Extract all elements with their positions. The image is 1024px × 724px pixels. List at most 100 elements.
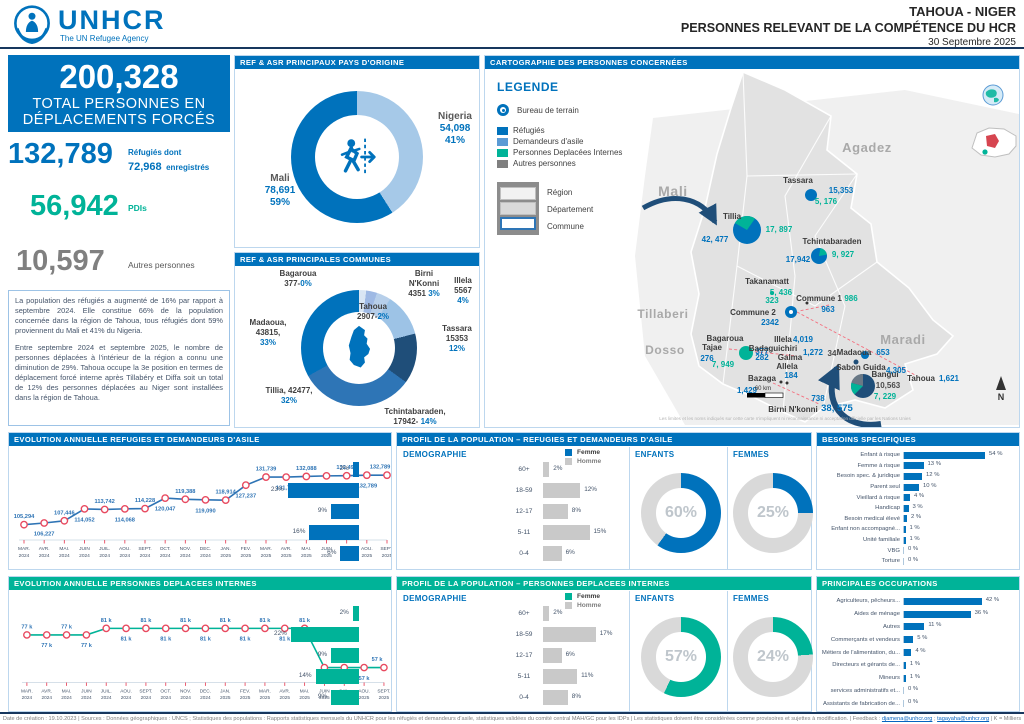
- pie-label-text: 59%: [269, 197, 290, 209]
- population-marker: [739, 346, 753, 360]
- hbar-track: 54 %: [903, 451, 1017, 459]
- hbar-label: Directeurs et gérants de...: [832, 662, 900, 669]
- map-place-label: Allela: [776, 362, 798, 371]
- data-point: [342, 471, 351, 480]
- communes-chart-area: Bagaroua 377-0% Tahoua 2907-2% Birni N'Konni 4…: [235, 266, 479, 427]
- registered-number: 72,968: [128, 161, 162, 173]
- footer-email-2[interactable]: tagayaha@unhcr.org: [937, 716, 990, 722]
- hbar-bar: [904, 649, 912, 657]
- pyramid-femme-value: 14%: [298, 672, 312, 679]
- data-point: [80, 505, 89, 513]
- footer-text: Date de création : 19.10.2023 | Sources …: [2, 716, 882, 722]
- percent-donut-value: 24%: [756, 647, 789, 665]
- year-label: 2025: [359, 695, 370, 701]
- year-label: 2024: [79, 553, 90, 559]
- demographie-pdi-title: DEMOGRAPHIE: [403, 594, 467, 603]
- map-place-label: Illela: [774, 335, 792, 344]
- map-legend-title: LEGENDE: [497, 80, 559, 94]
- hbar-row: Vieillard à risque 4 %: [819, 492, 1017, 503]
- pie-label-text: Tahoua: [359, 302, 387, 311]
- hbar-track: 2 %: [903, 514, 1017, 523]
- data-point: [362, 471, 371, 480]
- hbar-label: Enfant non accompagné...: [831, 526, 900, 533]
- pyramid-homme-value: 8%: [571, 693, 582, 700]
- occupations-bars: Agriculteurs, pêcheurs... 42 % Aides de mé…: [819, 595, 1017, 710]
- population-marker-segment: [851, 382, 863, 395]
- doc-region-title: TAHOUA - NIGER: [909, 4, 1016, 19]
- month-label: SEPT.: [139, 688, 152, 694]
- hbar-label: Métiers de l'alimentation, du...: [821, 649, 900, 656]
- pie-label-text: Mali: [270, 173, 290, 184]
- year-label: 2025: [301, 553, 312, 559]
- origin-chart-area: Nigeria 54,098 41% Mali 78,691 59%: [235, 69, 479, 247]
- month-label: SEPT.: [138, 546, 151, 552]
- data-point: [201, 624, 210, 633]
- unhcr-logo-icon: [10, 4, 54, 46]
- pyramid-row: 12-17 9% 8%: [318, 503, 633, 522]
- map-place-label: 2342: [761, 318, 779, 327]
- panel-origin-header: REF & ASR PRINCIPAUX PAYS D'ORIGINE: [235, 56, 479, 69]
- data-label: 131,739: [256, 467, 277, 473]
- pyramid-femme-value: 2%: [339, 465, 349, 472]
- percent-donut-hole: 57%: [656, 632, 706, 682]
- panel-map-header: CARTOGRAPHIE DES PERSONNES CONCERNÉES: [485, 56, 1019, 69]
- hbar-row: Enfant à risque 54 %: [819, 450, 1017, 461]
- pie-label-text: 32%: [280, 395, 297, 405]
- pyramid-row: 60+ 2% 2%: [340, 605, 633, 624]
- month-label: AOU.: [358, 688, 370, 694]
- legend-item-label: Demandeurs d'asile: [513, 137, 584, 146]
- pyramid-row: 60+ 2% 2%: [340, 461, 633, 480]
- hbar-value: 0 %: [908, 699, 919, 706]
- femmes-refugies-title: FEMMES: [733, 450, 770, 459]
- pie-label: Birni N'Konni 4351 3%: [393, 269, 455, 298]
- globe-icon: [982, 84, 1004, 106]
- hbar-track: 1 %: [903, 673, 1017, 682]
- pie-label-text: Tchintabaraden,: [384, 407, 446, 416]
- femmes-pdi-donut: 24%: [733, 617, 813, 697]
- hbar-track: 0 %: [903, 699, 1017, 708]
- map-region-label: Tillaberi: [637, 307, 688, 321]
- legend-femme-swatch: [565, 449, 572, 456]
- panel-evolution-pdi-header: EVOLUTION ANNUELLE PERSONNES DEPLACEES I…: [9, 577, 391, 590]
- pyramid-homme-bar: [543, 546, 562, 561]
- map-place-label: 5, 436: [770, 288, 793, 297]
- data-label: 107,446: [54, 510, 75, 516]
- hbar-row: Torture 0 %: [819, 556, 1017, 567]
- bureau-de-terrain-icon: [497, 104, 509, 116]
- data-label: 114,052: [74, 517, 94, 523]
- map-place-label: 986: [844, 294, 858, 303]
- pie-label-text: Tassara: [442, 324, 472, 333]
- pie-label: Tahoua 2907-2%: [339, 302, 407, 322]
- map-scale-bar-black: [747, 393, 765, 398]
- hbar-bar: [904, 674, 906, 682]
- map-place-label: Tillia: [723, 212, 742, 221]
- month-label: DEC.: [200, 546, 211, 552]
- leader-line: [772, 382, 820, 405]
- hbar-value: 1 %: [909, 673, 920, 680]
- pyramid-femme-bar: [331, 690, 359, 705]
- month-label: AVR.: [281, 546, 292, 552]
- pie-label: Nigeria 54,098 41%: [419, 111, 491, 148]
- footer-sep: ;: [932, 716, 938, 722]
- map-place-label: 276: [700, 354, 714, 363]
- panel-profil-refugies: PROFIL DE LA POPULATION – REFUGIES ET DE…: [271, 432, 813, 570]
- pie-label-line: 4351 3%: [393, 289, 455, 299]
- population-marker-segment: [734, 216, 756, 230]
- month-label: NOV.: [180, 546, 191, 552]
- hbar-value: 4 %: [915, 648, 926, 655]
- pyramid-row: 5-11 16% 15%: [293, 524, 633, 543]
- population-marker: [805, 301, 809, 305]
- hbar-track: 1 %: [903, 536, 1017, 544]
- map-place-label: Sabon Guida: [836, 363, 886, 372]
- demographie-refugies-title: DEMOGRAPHIE: [403, 450, 467, 459]
- admin-label-column: Région Département Commune: [547, 182, 593, 235]
- pie-label-line: 59%: [247, 197, 313, 209]
- hbar-track: 4 %: [903, 648, 1017, 657]
- map-place-label: 7, 229: [874, 392, 897, 401]
- year-label: 2025: [240, 553, 251, 559]
- footer-email-1[interactable]: djamena@unhcr.org: [881, 716, 933, 722]
- legend-admin: Région Département Commune: [497, 182, 657, 235]
- hbar-bar: [904, 472, 922, 480]
- month-label: JUIN: [319, 688, 330, 694]
- data-point: [181, 624, 190, 633]
